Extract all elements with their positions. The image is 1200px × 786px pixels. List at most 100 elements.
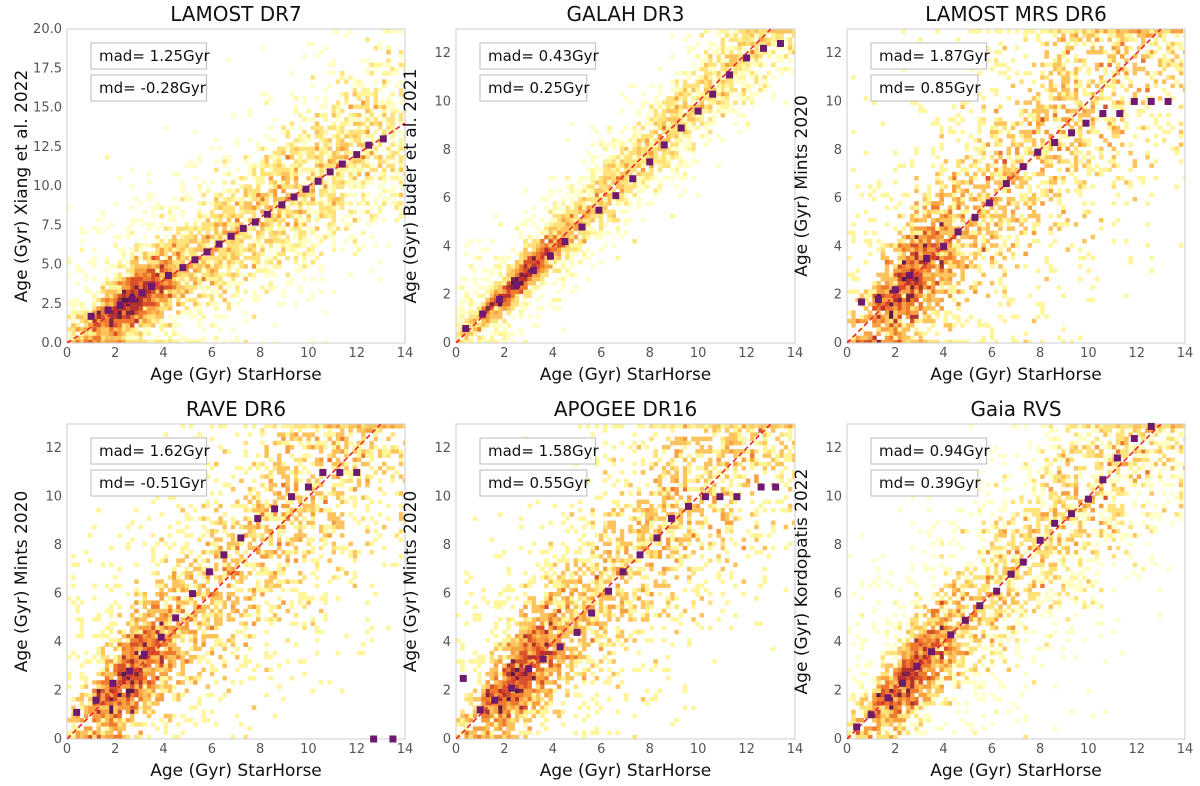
density-cell bbox=[268, 268, 274, 273]
density-cell bbox=[176, 272, 181, 278]
density-cell bbox=[335, 159, 341, 164]
density-cell bbox=[733, 45, 738, 51]
density-cell bbox=[1040, 104, 1045, 110]
density-cell bbox=[260, 197, 265, 202]
density-cell bbox=[565, 226, 570, 231]
density-cell bbox=[1073, 79, 1079, 84]
density-cell bbox=[670, 104, 675, 110]
density-cell bbox=[750, 96, 755, 101]
density-cell bbox=[361, 100, 366, 105]
density-cell bbox=[586, 197, 591, 202]
density-cell bbox=[493, 255, 499, 261]
density-cell bbox=[973, 230, 978, 236]
density-cell bbox=[386, 188, 391, 194]
density-cell bbox=[582, 184, 587, 189]
density-cell bbox=[352, 83, 358, 89]
density-cell bbox=[1120, 176, 1125, 181]
density-cell bbox=[331, 289, 337, 294]
density-cell bbox=[302, 264, 307, 269]
density-cell bbox=[134, 306, 139, 311]
density-cell bbox=[201, 339, 206, 343]
density-cell bbox=[1094, 66, 1100, 72]
density-cell bbox=[863, 297, 869, 303]
density-cell bbox=[918, 234, 923, 240]
density-cell bbox=[264, 260, 269, 265]
density-cell bbox=[197, 209, 202, 215]
density-cell bbox=[146, 302, 152, 307]
density-cell bbox=[167, 335, 173, 341]
density-cell bbox=[893, 150, 898, 156]
density-cell bbox=[335, 167, 341, 173]
density-cell bbox=[619, 142, 625, 147]
density-cell bbox=[952, 314, 957, 320]
density-cell bbox=[281, 180, 286, 185]
density-cell bbox=[92, 226, 97, 231]
density-cell bbox=[981, 142, 986, 147]
density-cell bbox=[1178, 66, 1184, 72]
density-cell bbox=[155, 310, 160, 315]
density-cell bbox=[872, 306, 877, 311]
density-cell bbox=[104, 276, 110, 282]
density-cell bbox=[1103, 50, 1108, 55]
density-cell bbox=[1048, 142, 1054, 147]
density-cell bbox=[298, 201, 303, 206]
density-cell bbox=[1128, 184, 1133, 189]
density-cell bbox=[540, 264, 545, 269]
density-cell bbox=[1048, 180, 1054, 185]
density-cell bbox=[92, 327, 97, 332]
density-cell bbox=[615, 226, 621, 231]
density-cell bbox=[968, 234, 974, 240]
density-cell bbox=[893, 318, 898, 324]
density-cell bbox=[109, 222, 114, 227]
density-cell bbox=[914, 293, 919, 299]
density-cell bbox=[1162, 79, 1167, 84]
density-cell bbox=[552, 201, 558, 206]
density-cell bbox=[356, 247, 362, 252]
density-cell bbox=[573, 234, 579, 240]
density-cell bbox=[335, 184, 341, 189]
density-cell bbox=[540, 306, 545, 311]
density-cell bbox=[1019, 197, 1024, 202]
density-cell bbox=[1132, 62, 1138, 68]
density-cell bbox=[226, 155, 232, 160]
density-cell bbox=[724, 66, 730, 72]
density-cell bbox=[390, 121, 395, 126]
density-cell bbox=[134, 302, 139, 307]
density-cell bbox=[1094, 62, 1100, 68]
density-cell bbox=[356, 171, 362, 177]
density-cell bbox=[703, 75, 709, 80]
density-cell bbox=[779, 54, 784, 59]
density-cell bbox=[306, 167, 311, 173]
density-cell bbox=[880, 327, 886, 332]
density-cell bbox=[352, 167, 358, 173]
density-cell bbox=[264, 272, 269, 278]
density-cell bbox=[556, 251, 562, 257]
median-marker bbox=[326, 168, 334, 176]
median-marker bbox=[314, 177, 322, 185]
density-cell bbox=[893, 243, 898, 248]
density-cell bbox=[603, 171, 608, 177]
density-cell bbox=[750, 33, 755, 38]
density-cell bbox=[851, 310, 856, 315]
density-cell bbox=[733, 58, 738, 63]
density-cell bbox=[893, 297, 898, 303]
density-cell bbox=[952, 218, 957, 223]
density-cell bbox=[569, 260, 574, 265]
stat-box bbox=[90, 42, 208, 70]
density-cell bbox=[310, 41, 316, 47]
density-cell bbox=[1145, 29, 1150, 34]
density-cell bbox=[598, 138, 604, 143]
density-cell bbox=[247, 192, 253, 198]
density-cell bbox=[193, 306, 198, 311]
density-cell bbox=[960, 117, 965, 122]
density-cell bbox=[745, 41, 751, 47]
density-cell bbox=[724, 83, 730, 89]
density-cell bbox=[1048, 176, 1054, 181]
density-cell bbox=[531, 239, 537, 244]
density-cell bbox=[905, 289, 911, 294]
density-cell bbox=[214, 281, 219, 286]
density-cell bbox=[319, 113, 324, 118]
density-cell bbox=[1031, 29, 1037, 34]
density-cell bbox=[880, 255, 886, 261]
density-cell bbox=[235, 201, 240, 206]
